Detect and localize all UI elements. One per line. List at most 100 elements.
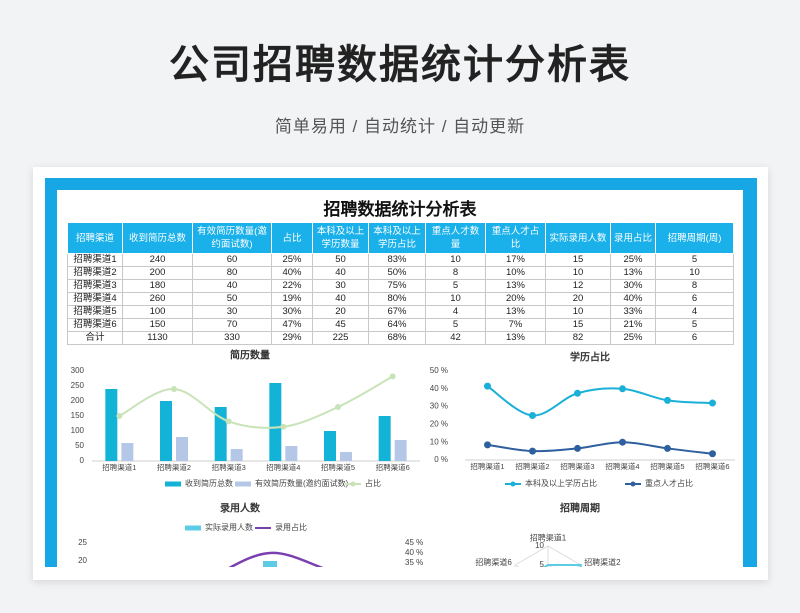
table-row: 招聘渠道6 150 70 47% 45 64% 5 7% 15 21% 5 — [67, 318, 734, 332]
chart-title: 录用人数 — [220, 502, 261, 515]
bar — [363, 579, 377, 613]
line-marker — [484, 382, 491, 390]
y-tick-label: 200 — [71, 396, 85, 405]
x-tick-label: 招聘渠道3 — [212, 462, 246, 472]
bar — [324, 431, 336, 461]
table-cell: 1130 — [122, 331, 193, 345]
y2-tick-label: 35 % — [405, 558, 423, 567]
table-row: 招聘渠道1 240 60 25% 50 83% 10 17% 15 25% 5 — [67, 253, 734, 267]
bar — [230, 449, 243, 461]
y-tick-label: 0 — [80, 456, 85, 465]
table-cell: 6 — [655, 331, 734, 345]
line-marker — [225, 418, 232, 425]
x-tick-label: 招聘渠道5 — [321, 462, 355, 472]
page-subtitle: 简单易用 / 自动统计 / 自动更新 — [274, 117, 526, 136]
bar — [160, 401, 172, 461]
x-tick-label: 招聘渠道1 — [470, 461, 504, 471]
table-cell: 82 — [545, 331, 611, 345]
y2-tick-label: 40 % — [405, 548, 423, 557]
bar — [269, 383, 282, 461]
x-tick-label: 招聘渠道4 — [266, 462, 300, 472]
line-marker — [280, 423, 287, 430]
y-tick-label: 250 — [71, 381, 85, 390]
line-marker — [335, 404, 341, 410]
header-cell: 本科及以上学历占比 — [368, 222, 426, 254]
chart-title: 简历数量 — [230, 349, 270, 362]
header-cell: 实际录用人数 — [545, 222, 611, 254]
legend-label: 有效简历数量(邀约面试数) — [255, 478, 349, 488]
line-marker — [574, 389, 581, 397]
line — [486, 385, 713, 417]
page-title: 公司招聘数据统计分析表 — [169, 43, 631, 87]
x-tick-label: 招聘渠道1 — [102, 462, 136, 472]
bar — [340, 452, 352, 461]
header-cell: 占比 — [271, 222, 313, 254]
line-marker — [529, 447, 536, 455]
y-tick-label: 40 % — [430, 384, 448, 393]
y-tick-label: 100 — [71, 426, 85, 435]
legend-label: 实际录用人数 — [205, 522, 253, 532]
y2-tick-label: 45 % — [405, 538, 423, 547]
bar — [378, 416, 391, 461]
legend-label: 重点人才占比 — [645, 478, 693, 488]
table-cell: 13% — [485, 331, 546, 345]
line-marker — [529, 412, 536, 419]
sheet-title: 招聘数据统计分析表 — [323, 200, 477, 219]
legend-swatch — [165, 481, 181, 487]
legend-label: 收到简历总数 — [185, 478, 233, 488]
legend-marker — [630, 481, 636, 487]
line — [228, 551, 324, 567]
header-cell: 收到简历总数 — [122, 222, 193, 254]
header-cell: 重点人才占比 — [485, 222, 546, 254]
table-row: 招聘渠道4 260 50 19% 40 80% 10 20% 20 40% 6 — [67, 292, 734, 306]
line-marker — [664, 444, 671, 452]
line-marker — [664, 396, 671, 404]
y-tick-label: 30 % — [430, 402, 448, 411]
line-marker — [116, 413, 123, 419]
line-marker — [389, 373, 396, 380]
header-row: 招聘渠道 收到简历总数 有效简历数量(邀约面试数) 占比 本科及以上学历数量 本科及以上学… — [67, 222, 734, 254]
chart-title: 学历占比 — [570, 351, 610, 364]
legend-label: 占比 — [365, 478, 381, 488]
x-tick-label: 招聘渠道3 — [560, 461, 594, 471]
bar — [394, 440, 407, 461]
chart-area: 简历数量 0 50 100 150 200 250 300 招聘渠道1 招聘渠道2 招聘渠道3 招聘渠… — [71, 349, 735, 613]
x-tick-label: 招聘渠道4 — [605, 461, 639, 471]
spoke — [514, 564, 520, 567]
data-table: 招聘渠道 收到简历总数 有效简历数量(邀约面试数) 占比 本科及以上学历数量 本科及以上学… — [67, 222, 734, 345]
bar — [121, 443, 134, 461]
line-marker — [709, 450, 716, 458]
table-cell: 42 — [425, 331, 486, 345]
line-marker — [171, 386, 177, 392]
r-tick-label: 5 — [540, 560, 545, 569]
line-marker — [574, 444, 581, 452]
bar — [285, 446, 298, 461]
y-tick-label: 20 % — [430, 420, 448, 429]
legend-swatch — [235, 481, 251, 487]
y-tick-label: 10 % — [430, 437, 448, 446]
bar — [176, 437, 188, 461]
bar — [163, 597, 177, 613]
y-tick-label: 150 — [71, 411, 85, 420]
bar — [214, 407, 227, 461]
chart-title: 招聘周期 — [560, 502, 600, 515]
table-row: 招聘渠道5 100 30 30% 20 67% 4 13% 10 33% 4 — [67, 305, 734, 319]
grid-ring — [543, 564, 553, 567]
line-marker — [619, 438, 626, 446]
table-row: 合计 1130 330 29% 225 68% 42 13% 82 25% 6 — [67, 331, 734, 345]
r-tick-label: 10 — [535, 541, 544, 550]
x-tick-label: 招聘渠道2 — [157, 462, 191, 472]
spoke — [576, 564, 582, 567]
line — [487, 441, 713, 455]
y-tick-label: 300 — [71, 366, 85, 375]
spoke — [515, 584, 548, 603]
legend-label: 录用占比 — [275, 522, 307, 532]
header-cell: 招聘渠道 — [67, 222, 123, 254]
y-tick-label: 50 — [75, 441, 84, 450]
bar — [105, 389, 118, 461]
radar-line — [542, 564, 583, 567]
category-label: 招聘渠道2 — [584, 557, 621, 567]
x-tick-label: 招聘渠道2 — [515, 461, 549, 471]
header-cell: 录用占比 — [610, 222, 656, 254]
